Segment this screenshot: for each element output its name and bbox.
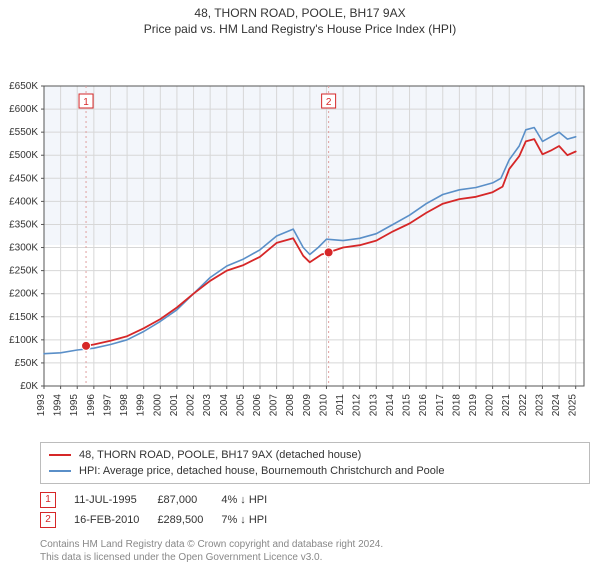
svg-text:1996: 1996 bbox=[86, 394, 97, 417]
svg-text:£350K: £350K bbox=[9, 219, 38, 230]
legend: 48, THORN ROAD, POOLE, BH17 9AX (detache… bbox=[40, 442, 590, 484]
svg-text:2021: 2021 bbox=[501, 394, 512, 417]
svg-text:2015: 2015 bbox=[402, 394, 413, 417]
event-delta: 4% ↓ HPI bbox=[221, 490, 285, 510]
svg-text:2020: 2020 bbox=[485, 394, 496, 417]
svg-text:2007: 2007 bbox=[269, 394, 280, 417]
svg-text:1993: 1993 bbox=[36, 394, 47, 417]
event-date: 11-JUL-1995 bbox=[74, 490, 157, 510]
svg-text:£500K: £500K bbox=[9, 150, 38, 161]
event-row: 1 11-JUL-1995 £87,000 4% ↓ HPI bbox=[40, 490, 285, 510]
svg-text:2010: 2010 bbox=[318, 394, 329, 417]
svg-text:2022: 2022 bbox=[518, 394, 529, 417]
events-table: 1 11-JUL-1995 £87,000 4% ↓ HPI 2 16-FEB-… bbox=[40, 490, 590, 530]
event-row: 2 16-FEB-2010 £289,500 7% ↓ HPI bbox=[40, 510, 285, 530]
attribution-line: This data is licensed under the Open Gov… bbox=[40, 551, 590, 564]
svg-text:2019: 2019 bbox=[468, 394, 479, 417]
svg-text:1994: 1994 bbox=[53, 394, 64, 417]
svg-text:2016: 2016 bbox=[418, 394, 429, 417]
attribution-line: Contains HM Land Registry data © Crown c… bbox=[40, 538, 590, 551]
svg-text:2011: 2011 bbox=[335, 394, 346, 416]
svg-text:1995: 1995 bbox=[69, 394, 80, 417]
svg-text:2002: 2002 bbox=[186, 394, 197, 417]
svg-text:2017: 2017 bbox=[435, 394, 446, 417]
svg-text:£550K: £550K bbox=[9, 127, 38, 138]
svg-text:£300K: £300K bbox=[9, 243, 38, 254]
svg-text:£100K: £100K bbox=[9, 335, 38, 346]
title-subtitle: Price paid vs. HM Land Registry's House … bbox=[0, 22, 600, 36]
price-chart: £0K £50K £100K £150K £200K £250K £300K £350K £40… bbox=[0, 36, 600, 436]
legend-label: HPI: Average price, detached house, Bour… bbox=[79, 463, 444, 479]
svg-text:1999: 1999 bbox=[136, 394, 147, 417]
svg-text:£400K: £400K bbox=[9, 196, 38, 207]
svg-text:2: 2 bbox=[326, 97, 332, 108]
svg-text:2025: 2025 bbox=[568, 394, 579, 417]
event-price: £87,000 bbox=[157, 490, 221, 510]
svg-text:£450K: £450K bbox=[9, 173, 38, 184]
svg-text:£250K: £250K bbox=[9, 266, 38, 277]
legend-label: 48, THORN ROAD, POOLE, BH17 9AX (detache… bbox=[79, 447, 361, 463]
event-price: £289,500 bbox=[157, 510, 221, 530]
svg-text:2006: 2006 bbox=[252, 394, 263, 417]
svg-text:2001: 2001 bbox=[169, 394, 180, 417]
svg-text:2004: 2004 bbox=[219, 394, 230, 417]
event-badge: 1 bbox=[40, 492, 56, 508]
svg-text:£50K: £50K bbox=[15, 358, 39, 369]
svg-text:£150K: £150K bbox=[9, 312, 38, 323]
legend-row: 48, THORN ROAD, POOLE, BH17 9AX (detache… bbox=[49, 447, 581, 463]
svg-text:2005: 2005 bbox=[235, 394, 246, 417]
svg-text:2008: 2008 bbox=[285, 394, 296, 417]
svg-text:£200K: £200K bbox=[9, 289, 38, 300]
legend-swatch bbox=[49, 470, 71, 472]
svg-text:2023: 2023 bbox=[534, 394, 545, 417]
event-delta: 7% ↓ HPI bbox=[221, 510, 285, 530]
event-date: 16-FEB-2010 bbox=[74, 510, 157, 530]
svg-text:2013: 2013 bbox=[368, 394, 379, 417]
svg-text:1998: 1998 bbox=[119, 394, 130, 417]
svg-text:1997: 1997 bbox=[102, 394, 113, 417]
legend-row: HPI: Average price, detached house, Bour… bbox=[49, 463, 581, 479]
event-badge: 2 bbox=[40, 512, 56, 528]
svg-text:2009: 2009 bbox=[302, 394, 313, 417]
svg-text:2000: 2000 bbox=[152, 394, 163, 417]
svg-text:2024: 2024 bbox=[551, 394, 562, 417]
svg-text:2018: 2018 bbox=[451, 394, 462, 417]
legend-swatch bbox=[49, 454, 71, 456]
title-address: 48, THORN ROAD, POOLE, BH17 9AX bbox=[0, 6, 600, 20]
svg-text:2003: 2003 bbox=[202, 394, 213, 417]
svg-text:2012: 2012 bbox=[352, 394, 363, 417]
svg-text:£0K: £0K bbox=[20, 381, 38, 392]
svg-text:1: 1 bbox=[83, 97, 89, 108]
svg-text:£600K: £600K bbox=[9, 104, 38, 115]
svg-text:2014: 2014 bbox=[385, 394, 396, 417]
svg-text:£650K: £650K bbox=[9, 81, 38, 92]
